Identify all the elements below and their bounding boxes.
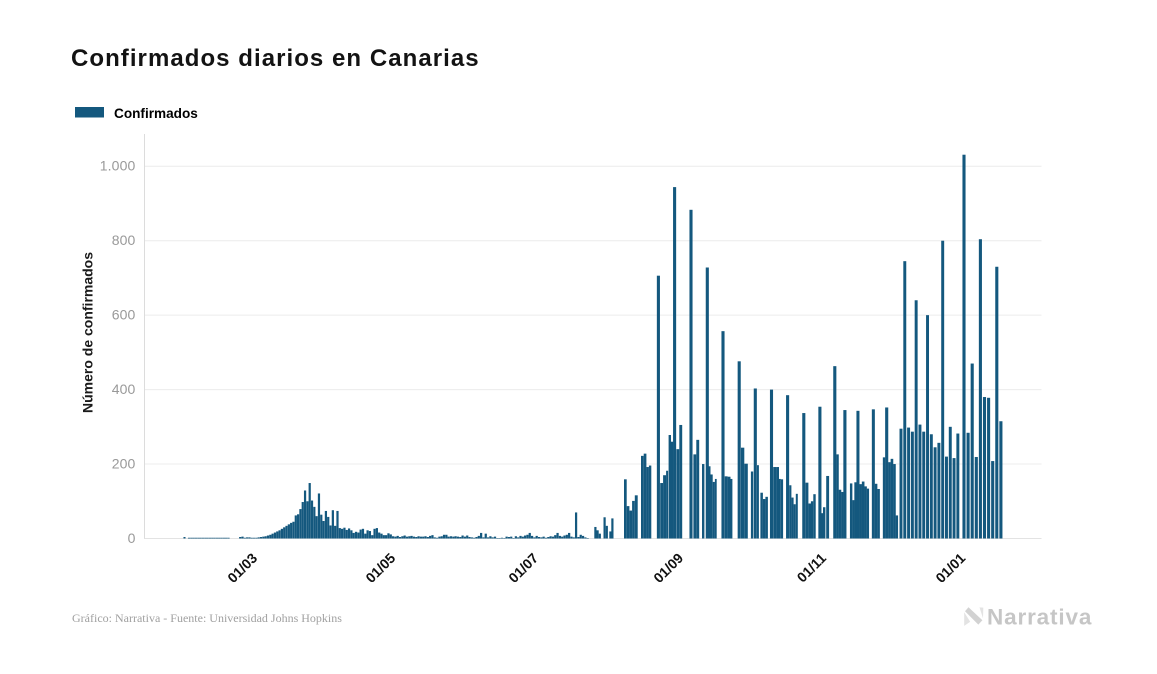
svg-text:01/07: 01/07 xyxy=(505,550,541,586)
svg-text:800: 800 xyxy=(112,232,136,248)
svg-text:0: 0 xyxy=(128,530,136,546)
svg-text:01/11: 01/11 xyxy=(794,550,830,586)
svg-text:Gráfico: Narrativa - Fuente: U: Gráfico: Narrativa - Fuente: Universidad… xyxy=(72,611,342,625)
svg-text:01/05: 01/05 xyxy=(362,550,398,586)
svg-text:Narrativa: Narrativa xyxy=(987,604,1092,629)
svg-text:Número de confirmados: Número de confirmados xyxy=(80,252,96,413)
svg-text:Confirmados diarios en Canaria: Confirmados diarios en Canarias xyxy=(71,45,480,72)
svg-text:01/01: 01/01 xyxy=(932,550,968,586)
svg-text:01/03: 01/03 xyxy=(224,550,260,586)
svg-text:400: 400 xyxy=(112,381,136,397)
svg-text:01/09: 01/09 xyxy=(650,550,686,586)
svg-text:Confirmados: Confirmados xyxy=(114,106,198,121)
svg-text:600: 600 xyxy=(112,306,136,322)
svg-text:1.000: 1.000 xyxy=(100,158,136,174)
svg-text:200: 200 xyxy=(112,455,136,471)
